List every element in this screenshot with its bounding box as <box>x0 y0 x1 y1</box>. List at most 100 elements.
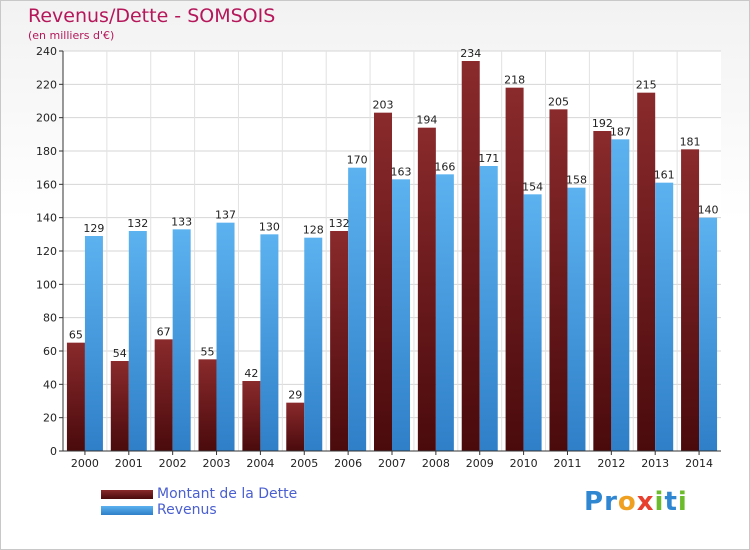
logo-letter: x <box>636 487 655 517</box>
proxiti-logo: Proxiti <box>584 487 688 517</box>
bar-revenue <box>348 167 367 451</box>
x-tick-label: 2001 <box>115 457 143 470</box>
data-label-revenue: 137 <box>215 209 236 222</box>
y-tick-label: 160 <box>36 178 57 191</box>
data-label-revenue: 161 <box>654 169 675 182</box>
bar-debt <box>505 87 524 452</box>
data-label-revenue: 171 <box>478 152 499 165</box>
data-label-revenue: 187 <box>610 125 631 138</box>
data-label-debt: 65 <box>69 329 83 342</box>
x-tick-label: 2002 <box>159 457 187 470</box>
data-label-debt: 132 <box>329 217 350 230</box>
y-tick-label: 140 <box>36 212 57 225</box>
x-tick-label: 2004 <box>246 457 274 470</box>
bar-revenue <box>172 229 191 451</box>
legend-swatch-debt <box>101 489 153 499</box>
y-tick-label: 240 <box>36 45 57 58</box>
legend-swatch-revenue <box>101 505 153 515</box>
data-label-revenue: 132 <box>127 217 148 230</box>
logo-letter: r <box>604 487 618 517</box>
bar-revenue <box>479 166 498 451</box>
logo-letter: P <box>584 487 605 517</box>
bar-revenue <box>567 187 586 451</box>
x-tick-label: 2010 <box>510 457 538 470</box>
x-tick-label: 2013 <box>641 457 669 470</box>
bar-revenue <box>611 139 630 452</box>
data-label-revenue: 130 <box>259 220 280 233</box>
x-tick-label: 2008 <box>422 457 450 470</box>
x-tick-label: 2012 <box>597 457 625 470</box>
legend: Montant de la Dette Revenus <box>101 486 297 518</box>
legend-label-revenue: Revenus <box>157 502 217 518</box>
bar-revenue <box>260 234 279 451</box>
logo-letter: i <box>654 487 665 517</box>
legend-label-debt: Montant de la Dette <box>157 486 298 502</box>
data-label-revenue: 158 <box>566 174 587 187</box>
data-label-revenue: 170 <box>347 154 368 167</box>
data-label-debt: 218 <box>504 74 525 87</box>
bar-debt <box>417 127 436 452</box>
bar-revenue <box>655 182 674 451</box>
data-label-debt: 29 <box>288 389 302 402</box>
x-tick-label: 2003 <box>203 457 231 470</box>
bar-revenue <box>128 231 147 451</box>
y-tick-label: 100 <box>36 278 57 291</box>
x-tick-label: 2014 <box>685 457 713 470</box>
chart-subtitle: (en milliers d'€) <box>28 29 115 42</box>
bar-debt <box>681 149 700 452</box>
bar-revenue <box>304 237 323 451</box>
data-label-revenue: 154 <box>522 180 543 193</box>
data-label-debt: 192 <box>592 117 613 130</box>
data-label-debt: 181 <box>680 135 701 148</box>
bar-debt <box>461 61 480 451</box>
y-tick-label: 220 <box>36 78 57 91</box>
bar-debt <box>637 92 656 452</box>
data-label-debt: 54 <box>113 347 127 360</box>
data-label-debt: 194 <box>416 114 437 127</box>
bar-revenue <box>435 174 454 452</box>
bar-revenue <box>523 194 542 452</box>
legend-item-revenue: Revenus <box>101 502 297 518</box>
x-tick-label: 2011 <box>553 457 581 470</box>
bar-debt <box>66 342 85 451</box>
bar-debt <box>110 361 129 451</box>
y-tick-label: 60 <box>43 345 57 358</box>
bar-debt <box>330 231 349 451</box>
data-label-debt: 67 <box>157 325 171 338</box>
x-tick-label: 2000 <box>71 457 99 470</box>
data-label-debt: 203 <box>373 99 394 112</box>
bar-debt <box>593 131 612 451</box>
bar-debt <box>549 109 568 451</box>
data-label-debt: 215 <box>636 79 657 92</box>
data-label-revenue: 128 <box>303 224 324 237</box>
bar-debt <box>198 359 217 451</box>
y-tick-label: 0 <box>50 445 57 458</box>
x-tick-label: 2007 <box>378 457 406 470</box>
data-label-debt: 42 <box>244 367 258 380</box>
logo-letter: i <box>677 487 688 517</box>
y-tick-label: 20 <box>43 412 57 425</box>
bar-debt <box>286 402 305 451</box>
bar-debt <box>374 112 392 452</box>
data-label-revenue: 140 <box>698 204 719 217</box>
x-tick-label: 2009 <box>466 457 494 470</box>
logo-letter: t <box>664 487 678 517</box>
y-tick-label: 120 <box>36 245 57 258</box>
x-tick-label: 2005 <box>290 457 318 470</box>
chart-title: Revenus/Dette - SOMSOIS <box>28 5 276 27</box>
bar-revenue <box>84 236 103 451</box>
bar-revenue <box>699 217 718 451</box>
x-tick-label: 2006 <box>334 457 362 470</box>
bar-debt <box>242 381 261 451</box>
y-tick-label: 200 <box>36 112 57 125</box>
y-tick-label: 180 <box>36 145 57 158</box>
bar-debt <box>154 339 173 451</box>
bar-revenue <box>392 179 410 452</box>
data-label-revenue: 133 <box>171 215 192 228</box>
data-label-revenue: 163 <box>391 165 412 178</box>
data-label-revenue: 166 <box>434 160 455 173</box>
legend-item-debt: Montant de la Dette <box>101 486 297 502</box>
data-label-debt: 205 <box>548 95 569 108</box>
y-tick-label: 80 <box>43 312 57 325</box>
